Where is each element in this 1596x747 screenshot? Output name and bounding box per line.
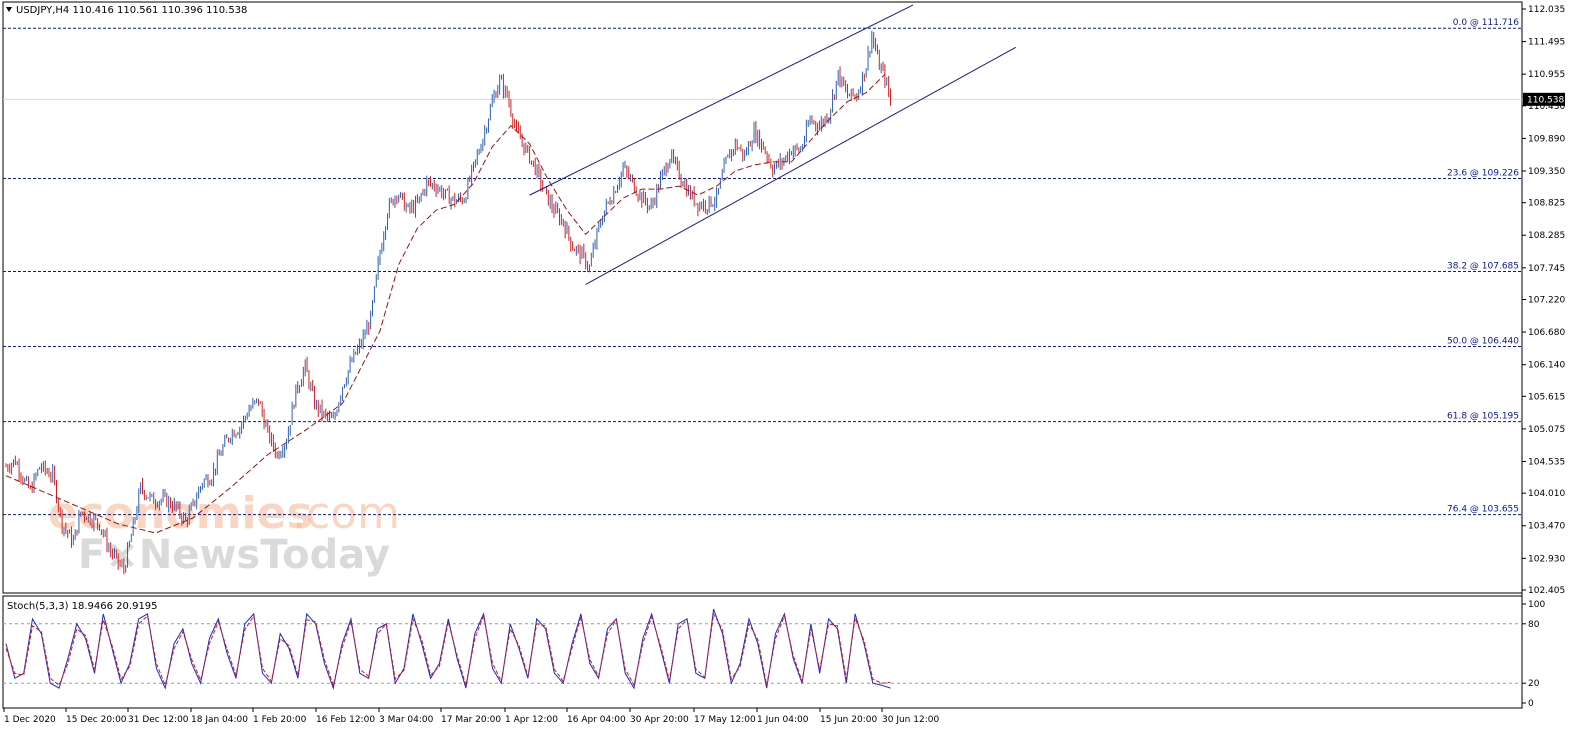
price-tick-label: 103.470	[1528, 522, 1565, 532]
time-tick-label: 1 Jun 04:00	[757, 715, 809, 725]
current-price-label: 110.538	[1527, 95, 1564, 105]
moving-average-line	[5, 74, 886, 534]
time-tick-label: 18 Jan 04:00	[191, 715, 248, 725]
price-tick-label: 105.615	[1528, 392, 1565, 402]
watermark-line2: F×NewsToday	[78, 532, 390, 578]
channel-upper-line	[529, 4, 914, 196]
time-tick-label: 31 Dec 12:00	[128, 715, 189, 725]
current-price-marker: 110.538	[1523, 92, 1565, 106]
stoch-tick-label: 80	[1528, 620, 1540, 630]
price-tick-label: 110.430	[1528, 102, 1565, 112]
current-price-box	[1523, 92, 1565, 106]
fib-label: 0.0 @ 111.716	[1453, 18, 1520, 28]
trend-channel	[529, 4, 1017, 285]
price-series	[5, 30, 892, 575]
channel-lower-line	[585, 46, 1017, 285]
time-tick-label: 1 Dec 2020	[4, 715, 56, 725]
fib-label: 76.4 @ 103.655	[1447, 505, 1519, 515]
time-tick-label: 15 Jun 20:00	[820, 715, 877, 725]
price-tick-label: 104.010	[1528, 489, 1565, 499]
time-tick-label: 17 Mar 20:00	[441, 715, 501, 725]
time-tick-label: 30 Apr 20:00	[630, 715, 689, 725]
price-tick-label: 105.075	[1528, 425, 1565, 435]
stoch-tick-label: 100	[1528, 600, 1545, 610]
price-tick-label: 109.350	[1528, 167, 1565, 177]
price-tick-label: 110.955	[1528, 70, 1565, 80]
watermark-logo: economies .com F×NewsToday	[48, 488, 400, 578]
price-tick-label: 108.825	[1528, 199, 1565, 209]
price-tick-label: 111.495	[1528, 38, 1565, 48]
time-tick-label: 15 Dec 20:00	[66, 715, 127, 725]
stoch-tick-label: 20	[1528, 679, 1540, 689]
time-tick-label: 1 Feb 20:00	[253, 715, 307, 725]
time-tick-label: 16 Apr 04:00	[567, 715, 626, 725]
price-tick-label: 102.930	[1528, 554, 1565, 564]
symbol-dropdown-icon[interactable]	[6, 7, 12, 12]
time-tick-label: 1 Apr 12:00	[505, 715, 558, 725]
stoch-title: Stoch(5,3,3) 18.9466 20.9195	[7, 601, 158, 612]
price-tick-label: 107.745	[1528, 264, 1565, 274]
stoch-signal-line	[5, 612, 891, 688]
stoch-tick-label: 0	[1528, 699, 1534, 709]
time-tick-label: 3 Mar 04:00	[379, 715, 434, 725]
time-tick-label: 30 Jun 12:00	[882, 715, 939, 725]
stoch-plot-frame	[2, 595, 1523, 709]
fibonacci-levels: 0.0 @ 111.716 23.6 @ 109.226 38.2 @ 107.68…	[3, 18, 1522, 516]
fib-label: 61.8 @ 105.195	[1447, 412, 1519, 422]
time-tick-label: 16 Feb 12:00	[316, 715, 375, 725]
price-tick-label: 106.680	[1528, 328, 1565, 338]
stoch-main-line	[5, 608, 891, 690]
fib-label: 50.0 @ 106.440	[1447, 337, 1519, 347]
price-axis-ticks: 112.035 111.495 110.955 110.430 109.890 109.3…	[1522, 5, 1565, 596]
fib-label: 23.6 @ 109.226	[1447, 168, 1519, 178]
time-axis-ticks: 1 Dec 2020 15 Dec 20:00 31 Dec 12:00 18 Jan…	[3, 708, 939, 725]
price-tick-label: 104.535	[1528, 457, 1565, 467]
price-tick-label: 102.405	[1528, 586, 1565, 596]
main-title: USDJPY,H4 110.416 110.561 110.396 110.53…	[16, 5, 247, 16]
price-tick-label: 107.220	[1528, 296, 1565, 306]
price-tick-label: 106.140	[1528, 361, 1565, 371]
stochastic-oscillator: 100 80 20 0	[3, 600, 1545, 709]
watermark-line1-suffix: .com	[292, 488, 400, 539]
price-tick-label: 109.890	[1528, 134, 1565, 144]
price-tick-label: 108.285	[1528, 231, 1565, 241]
time-tick-label: 17 May 12:00	[694, 715, 756, 725]
moving-average	[5, 74, 886, 534]
price-tick-label: 112.035	[1528, 5, 1565, 15]
fib-label: 38.2 @ 107.685	[1447, 261, 1519, 271]
